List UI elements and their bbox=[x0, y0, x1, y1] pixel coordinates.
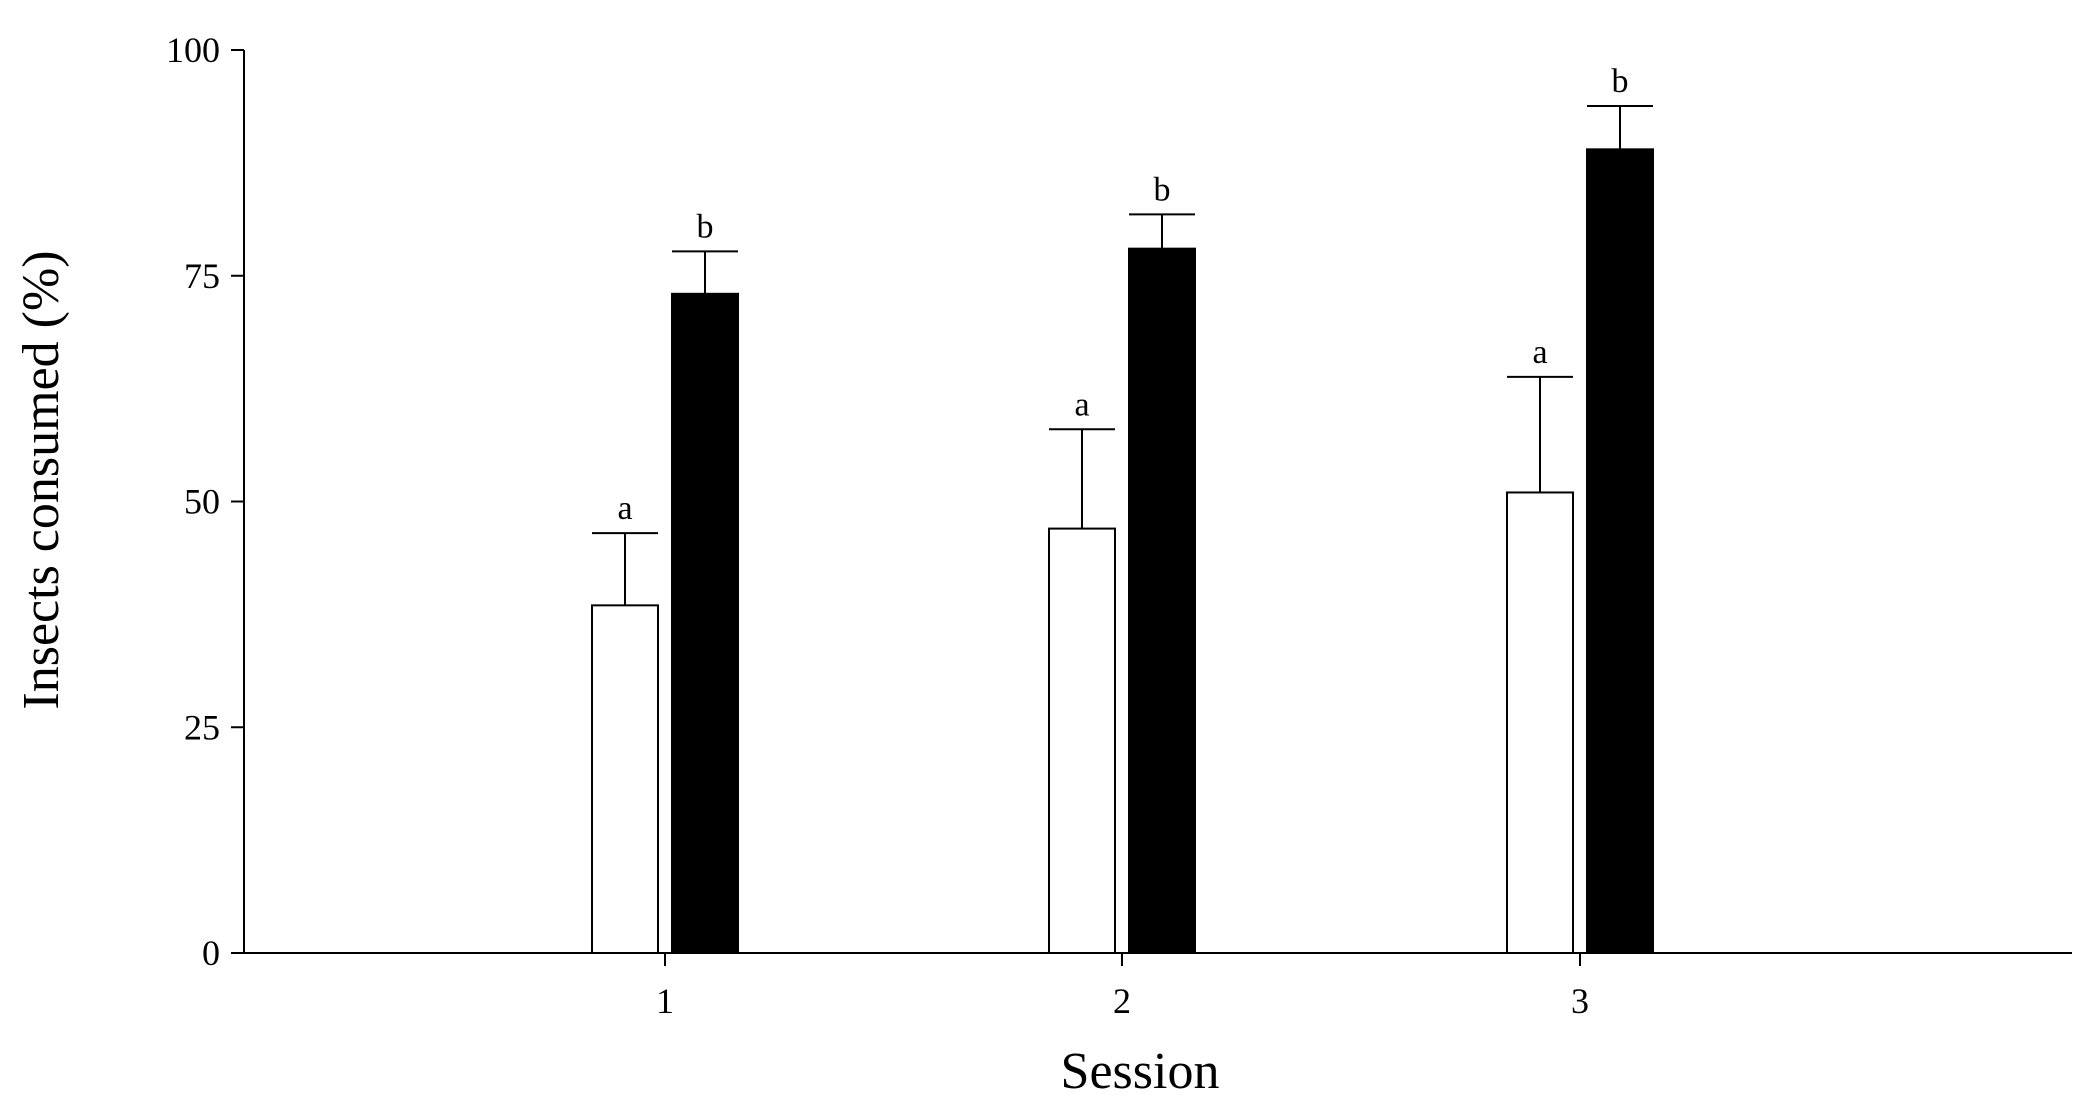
significance-label: b bbox=[697, 208, 714, 245]
x-tick-label: 3 bbox=[1571, 981, 1589, 1021]
y-tick-label: 25 bbox=[184, 707, 220, 747]
x-axis-title: Session bbox=[1061, 1043, 1220, 1100]
bar bbox=[671, 292, 739, 954]
significance-label: b bbox=[1612, 63, 1629, 100]
x-axis: 1 2 3 bbox=[244, 952, 2072, 1021]
significance-label: a bbox=[617, 490, 632, 527]
bar bbox=[1048, 527, 1116, 955]
x-tick-label: 2 bbox=[1113, 981, 1131, 1021]
y-tick-label: 100 bbox=[166, 30, 220, 70]
significance-label: a bbox=[1532, 334, 1547, 371]
y-axis: 0 25 50 75 100 bbox=[166, 30, 245, 973]
bar bbox=[1128, 247, 1196, 955]
y-tick-label: 0 bbox=[202, 933, 220, 973]
bars-group: a b a b a b bbox=[591, 63, 1654, 955]
y-tick-label: 50 bbox=[184, 482, 220, 522]
significance-label: a bbox=[1074, 386, 1089, 423]
y-axis-title: Insects consumed (%) bbox=[13, 250, 70, 709]
y-tick-label: 75 bbox=[184, 256, 220, 296]
bar bbox=[1586, 148, 1654, 954]
bar bbox=[591, 604, 659, 954]
bar bbox=[1506, 491, 1574, 954]
x-tick-label: 1 bbox=[656, 981, 674, 1021]
significance-label: b bbox=[1154, 171, 1171, 208]
